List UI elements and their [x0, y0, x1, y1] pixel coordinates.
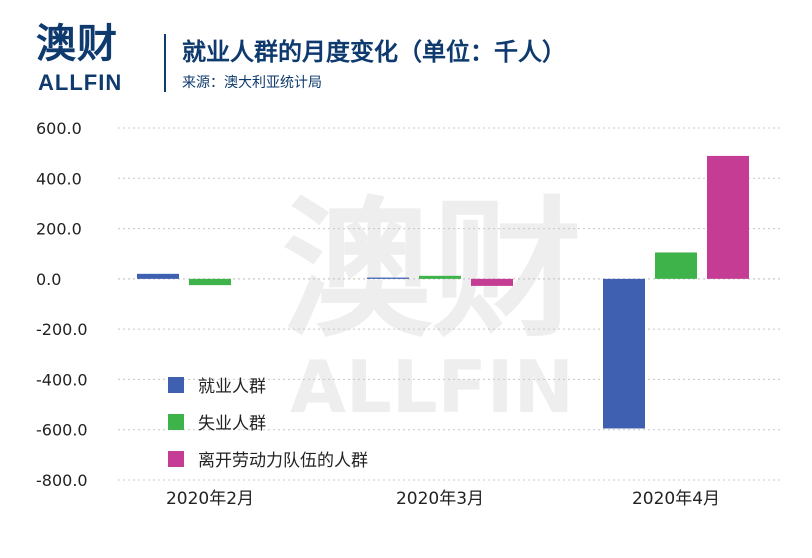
watermark-english: ALLFIN: [290, 345, 574, 429]
x-axis-ticks: 2020年2月 2020年3月 2020年4月: [166, 489, 720, 509]
legend-label: 就业人群: [198, 377, 266, 397]
y-axis-ticks: 600.0 400.0 200.0 0.0 -200.0 -400.0 -600.0 -800…: [36, 119, 88, 490]
legend-swatch: [168, 376, 184, 393]
logo-english: ALLFIN: [38, 70, 123, 95]
y-tick-label: -800.0: [36, 471, 88, 490]
logo-chinese: 澳财: [36, 21, 118, 67]
watermark-chinese: 澳财: [282, 184, 582, 358]
bar-employed: [603, 278, 645, 429]
legend: 就业人群失业人群离开劳动力队伍的人群: [168, 366, 368, 477]
bar-employed: [367, 277, 409, 279]
legend-item: 离开劳动力队伍的人群: [168, 440, 368, 477]
chart-source: 来源：澳大利亚统计局: [182, 75, 322, 91]
header-divider: [164, 34, 166, 92]
bar-employed: [137, 273, 179, 279]
legend-item: 失业人群: [168, 403, 368, 440]
legend-swatch: [168, 413, 184, 430]
bar-unemployed: [655, 252, 697, 279]
x-tick-label: 2020年4月: [632, 489, 720, 509]
chart-title: 就业人群的月度变化（单位：千人）: [182, 38, 566, 66]
y-tick-label: -600.0: [36, 421, 88, 440]
x-tick-label: 2020年3月: [396, 489, 484, 509]
y-tick-label: 600.0: [36, 119, 82, 138]
bar-left_labour_force: [707, 155, 749, 279]
bars: [137, 155, 749, 429]
legend-item: 就业人群: [168, 366, 368, 403]
bar-unemployed: [189, 278, 231, 286]
watermark: 澳财 ALLFIN: [282, 184, 582, 429]
y-tick-label: -400.0: [36, 370, 88, 389]
bar-left_labour_force: [471, 278, 513, 286]
y-tick-label: 0.0: [36, 270, 61, 289]
legend-swatch: [168, 450, 184, 467]
y-tick-label: -200.0: [36, 320, 88, 339]
legend-label: 失业人群: [198, 414, 266, 434]
x-tick-label: 2020年2月: [166, 489, 254, 509]
header: 澳财 ALLFIN 就业人群的月度变化（单位：千人） 来源：澳大利亚统计局: [0, 0, 812, 110]
y-tick-label: 200.0: [36, 220, 82, 239]
bar-unemployed: [419, 275, 461, 279]
legend-label: 离开劳动力队伍的人群: [198, 451, 368, 471]
y-tick-label: 400.0: [36, 169, 82, 188]
